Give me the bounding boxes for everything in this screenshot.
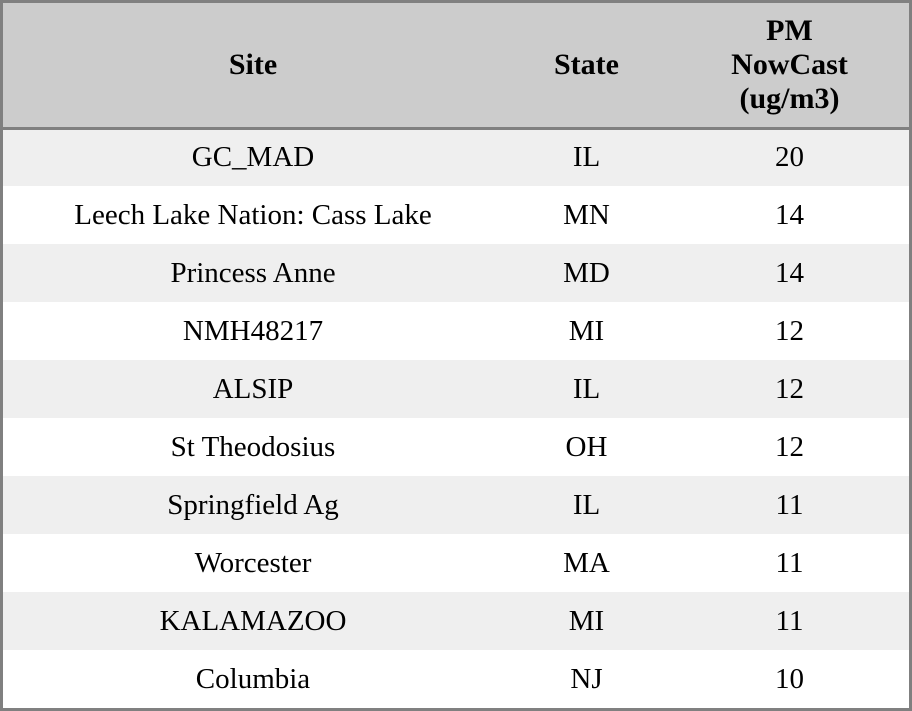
cell-state: IL: [572, 488, 601, 521]
cell-site: NMH48217: [182, 314, 324, 347]
table-row[interactable]: St Theodosius OH 12: [3, 418, 909, 476]
cell-site: GC_MAD: [191, 141, 315, 174]
cell-site: Worcester: [194, 546, 312, 579]
cell-state: OH: [565, 430, 608, 463]
cell-state: MD: [563, 256, 610, 289]
table-header: Site State PM NowCast (ug/m3): [3, 3, 909, 130]
column-header-pm-nowcast[interactable]: PM NowCast (ug/m3): [670, 3, 909, 130]
cell-pm-nowcast: 14: [775, 256, 804, 289]
cell-pm-nowcast: 11: [775, 488, 804, 521]
column-header-site[interactable]: Site: [3, 3, 503, 130]
cell-state: MI: [568, 314, 605, 347]
table-row[interactable]: Columbia NJ 10: [3, 650, 909, 708]
cell-site: Springfield Ag: [167, 488, 339, 521]
table-row[interactable]: GC_MAD IL 20: [3, 128, 909, 186]
table-row[interactable]: Princess Anne MD 14: [3, 244, 909, 302]
table-row[interactable]: Leech Lake Nation: Cass Lake MN 14: [3, 186, 909, 244]
cell-state: IL: [572, 372, 601, 405]
pm-nowcast-table: Site State PM NowCast (ug/m3) GC_MAD IL …: [3, 3, 909, 708]
cell-state: MI: [568, 604, 605, 637]
cell-pm-nowcast: 11: [775, 604, 804, 637]
table-row[interactable]: KALAMAZOO MI 11: [3, 592, 909, 650]
cell-pm-nowcast: 11: [775, 546, 804, 579]
cell-site: Leech Lake Nation: Cass Lake: [74, 198, 432, 231]
cell-state: IL: [572, 141, 601, 174]
cell-site: St Theodosius: [170, 430, 336, 463]
table-header-row: Site State PM NowCast (ug/m3): [3, 3, 909, 130]
cell-pm-nowcast: 12: [775, 314, 804, 347]
column-header-state[interactable]: State: [503, 3, 670, 130]
cell-pm-nowcast: 10: [775, 662, 804, 695]
table-row[interactable]: Springfield Ag IL 11: [3, 476, 909, 534]
cell-state: MN: [563, 198, 610, 231]
table-row[interactable]: NMH48217 MI 12: [3, 302, 909, 360]
table-row[interactable]: Worcester MA 11: [3, 534, 909, 592]
table-row[interactable]: ALSIP IL 12: [3, 360, 909, 418]
cell-pm-nowcast: 12: [775, 372, 804, 405]
cell-site: Princess Anne: [170, 256, 336, 289]
cell-site: KALAMAZOO: [159, 604, 347, 637]
cell-pm-nowcast: 14: [775, 198, 804, 231]
cell-pm-nowcast: 20: [775, 141, 804, 174]
table-body: GC_MAD IL 20 Leech Lake Nation: Cass Lak…: [3, 128, 909, 708]
cell-site: ALSIP: [212, 372, 294, 405]
cell-state: NJ: [570, 662, 603, 695]
cell-pm-nowcast: 12: [775, 430, 804, 463]
cell-state: MA: [563, 546, 610, 579]
cell-site: Columbia: [195, 662, 311, 695]
